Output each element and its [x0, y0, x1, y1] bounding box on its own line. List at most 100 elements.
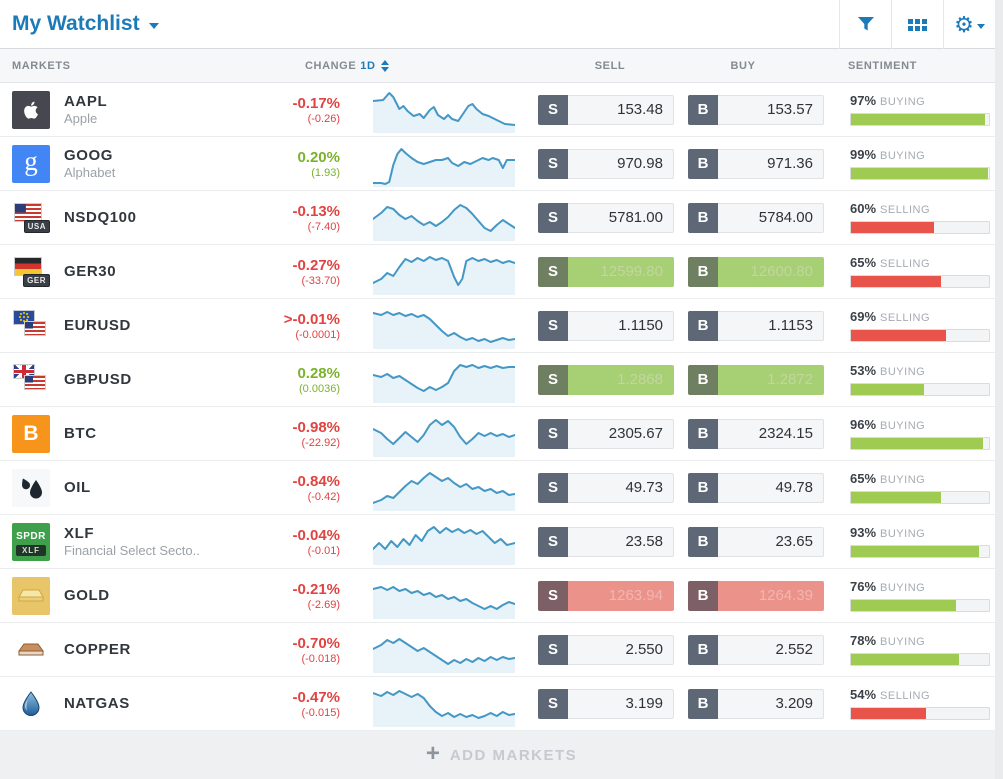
buy-button[interactable]: B 49.78 — [688, 472, 824, 503]
sentiment-percent: 78% — [850, 633, 877, 648]
sell-letter: S — [538, 202, 568, 233]
watchlist-row[interactable]: EURUSD >-0.01% (-0.0001) S 1.1150 B 1.11… — [0, 299, 1003, 353]
sentiment-percent: 65% — [850, 255, 877, 270]
change-percent: -0.04% — [292, 526, 340, 544]
sell-button[interactable]: S 12599.80 — [538, 256, 674, 287]
sentiment-percent: 54% — [850, 687, 877, 702]
sell-price: 970.98 — [568, 148, 674, 179]
market-cell: B BTC — [0, 414, 240, 453]
watchlist-row[interactable]: COPPER -0.70% (-0.018) S 2.550 B 2.552 7… — [0, 623, 1003, 677]
sentiment-label: SELLING — [880, 258, 930, 270]
sell-button[interactable]: S 1.1150 — [538, 310, 674, 341]
watchlist-row[interactable]: g GOOG Alphabet 0.20% (1.93) S 970.98 B … — [0, 137, 1003, 191]
watchlist-row[interactable]: B BTC -0.98% (-22.92) S 2305.67 B 2324.1… — [0, 407, 1003, 461]
sell-button[interactable]: S 153.48 — [538, 94, 674, 125]
uk-us-flags-icon — [12, 361, 50, 399]
filter-button[interactable] — [839, 0, 891, 49]
instrument-symbol: OIL — [64, 479, 91, 496]
market-cell: OIL — [0, 468, 240, 507]
buy-button[interactable]: B 1.2872 — [688, 364, 824, 395]
scrollbar-track[interactable] — [995, 0, 1003, 779]
sentiment-label: BUYING — [880, 636, 926, 648]
instrument-symbol: GER30 — [64, 263, 117, 280]
copper-ingot-icon — [12, 630, 50, 669]
sell-button[interactable]: S 49.73 — [538, 472, 674, 503]
column-header-sell: SELL — [594, 60, 626, 72]
sparkline-chart — [371, 303, 517, 349]
buy-price: 1.2872 — [718, 364, 824, 395]
grid-view-button[interactable] — [891, 0, 943, 49]
change-cell: -0.47% (-0.015) — [240, 689, 340, 719]
column-header-change-sort[interactable]: CHANGE 1D — [305, 60, 389, 72]
buy-button[interactable]: B 1264.39 — [688, 580, 824, 611]
market-cell: SPDR XLF XLF Financial Select Secto.. — [0, 522, 240, 561]
instrument-symbol: GOLD — [64, 587, 110, 604]
sell-button[interactable]: S 1.2868 — [538, 364, 674, 395]
eu-us-flags-icon — [12, 307, 50, 345]
buy-letter: B — [688, 472, 718, 503]
sell-letter: S — [538, 310, 568, 341]
sentiment-bar — [850, 275, 990, 288]
sentiment-bar — [850, 653, 990, 666]
watchlist-title-dropdown[interactable]: My Watchlist — [0, 12, 159, 36]
bitcoin-icon: B — [12, 414, 50, 453]
buy-button[interactable]: B 1.1153 — [688, 310, 824, 341]
buy-button[interactable]: B 153.57 — [688, 94, 824, 125]
change-percent: 0.28% — [297, 364, 340, 382]
sell-button[interactable]: S 3.199 — [538, 688, 674, 719]
watchlist-row[interactable]: GBPUSD 0.28% (0.0036) S 1.2868 B 1.2872 … — [0, 353, 1003, 407]
buy-price: 49.78 — [718, 472, 824, 503]
buy-button[interactable]: B 12600.80 — [688, 256, 824, 287]
chevron-down-icon — [148, 22, 159, 29]
sentiment-cell: 65% SELLING — [850, 255, 990, 288]
sell-price: 23.58 — [568, 526, 674, 557]
watchlist-row[interactable]: AAPL Apple -0.17% (-0.26) S 153.48 B 153… — [0, 83, 1003, 137]
add-markets-button[interactable]: + ADD MARKETS — [0, 731, 1003, 779]
instrument-symbol: NATGAS — [64, 695, 130, 712]
change-cell: 0.28% (0.0036) — [240, 365, 340, 395]
sell-button[interactable]: S 1263.94 — [538, 580, 674, 611]
apple-icon — [12, 90, 50, 129]
usa-flag-icon: USA — [12, 199, 50, 237]
buy-button[interactable]: B 2324.15 — [688, 418, 824, 449]
sell-button[interactable]: S 23.58 — [538, 526, 674, 557]
buy-letter: B — [688, 634, 718, 665]
sell-letter: S — [538, 418, 568, 449]
watchlist-row[interactable]: GER GER30 -0.27% (-33.70) S 12599.80 B 1… — [0, 245, 1003, 299]
change-absolute: (-0.015) — [301, 706, 340, 719]
sentiment-cell: 97% BUYING — [850, 93, 990, 126]
watchlist-row[interactable]: OIL -0.84% (-0.42) S 49.73 B 49.78 65% B… — [0, 461, 1003, 515]
sparkline-chart — [371, 627, 517, 673]
watchlist-row[interactable]: SPDR XLF XLF Financial Select Secto.. -0.… — [0, 515, 1003, 569]
sparkline-chart — [371, 249, 517, 295]
settings-button[interactable]: ⚙ — [943, 0, 995, 49]
sell-button[interactable]: S 2.550 — [538, 634, 674, 665]
sentiment-percent: 65% — [850, 471, 877, 486]
change-percent: -0.98% — [292, 418, 340, 436]
sell-price: 3.199 — [568, 688, 674, 719]
sentiment-bar — [850, 113, 990, 126]
watchlist-row[interactable]: GOLD -0.21% (-2.69) S 1263.94 B 1264.39 … — [0, 569, 1003, 623]
buy-button[interactable]: B 971.36 — [688, 148, 824, 179]
sell-button[interactable]: S 5781.00 — [538, 202, 674, 233]
instrument-symbol: BTC — [64, 425, 97, 442]
buy-price: 23.65 — [718, 526, 824, 557]
instrument-symbol: EURUSD — [64, 317, 131, 334]
sentiment-cell: 60% SELLING — [850, 201, 990, 234]
sell-button[interactable]: S 2305.67 — [538, 418, 674, 449]
buy-button[interactable]: B 5784.00 — [688, 202, 824, 233]
buy-button[interactable]: B 23.65 — [688, 526, 824, 557]
buy-button[interactable]: B 3.209 — [688, 688, 824, 719]
change-absolute: (1.93) — [311, 166, 340, 179]
sell-button[interactable]: S 970.98 — [538, 148, 674, 179]
buy-button[interactable]: B 2.552 — [688, 634, 824, 665]
watchlist-row[interactable]: NATGAS -0.47% (-0.015) S 3.199 B 3.209 5… — [0, 677, 1003, 731]
change-period-label: 1D — [360, 60, 376, 72]
add-markets-label: ADD MARKETS — [449, 746, 578, 764]
instrument-name: Apple — [64, 111, 98, 126]
column-header-markets: MARKETS — [12, 60, 71, 72]
watchlist-row[interactable]: USA NSDQ100 -0.13% (-7.40) S 5781.00 B 5… — [0, 191, 1003, 245]
instrument-symbol: GBPUSD — [64, 371, 132, 388]
change-cell: -0.21% (-2.69) — [240, 581, 340, 611]
